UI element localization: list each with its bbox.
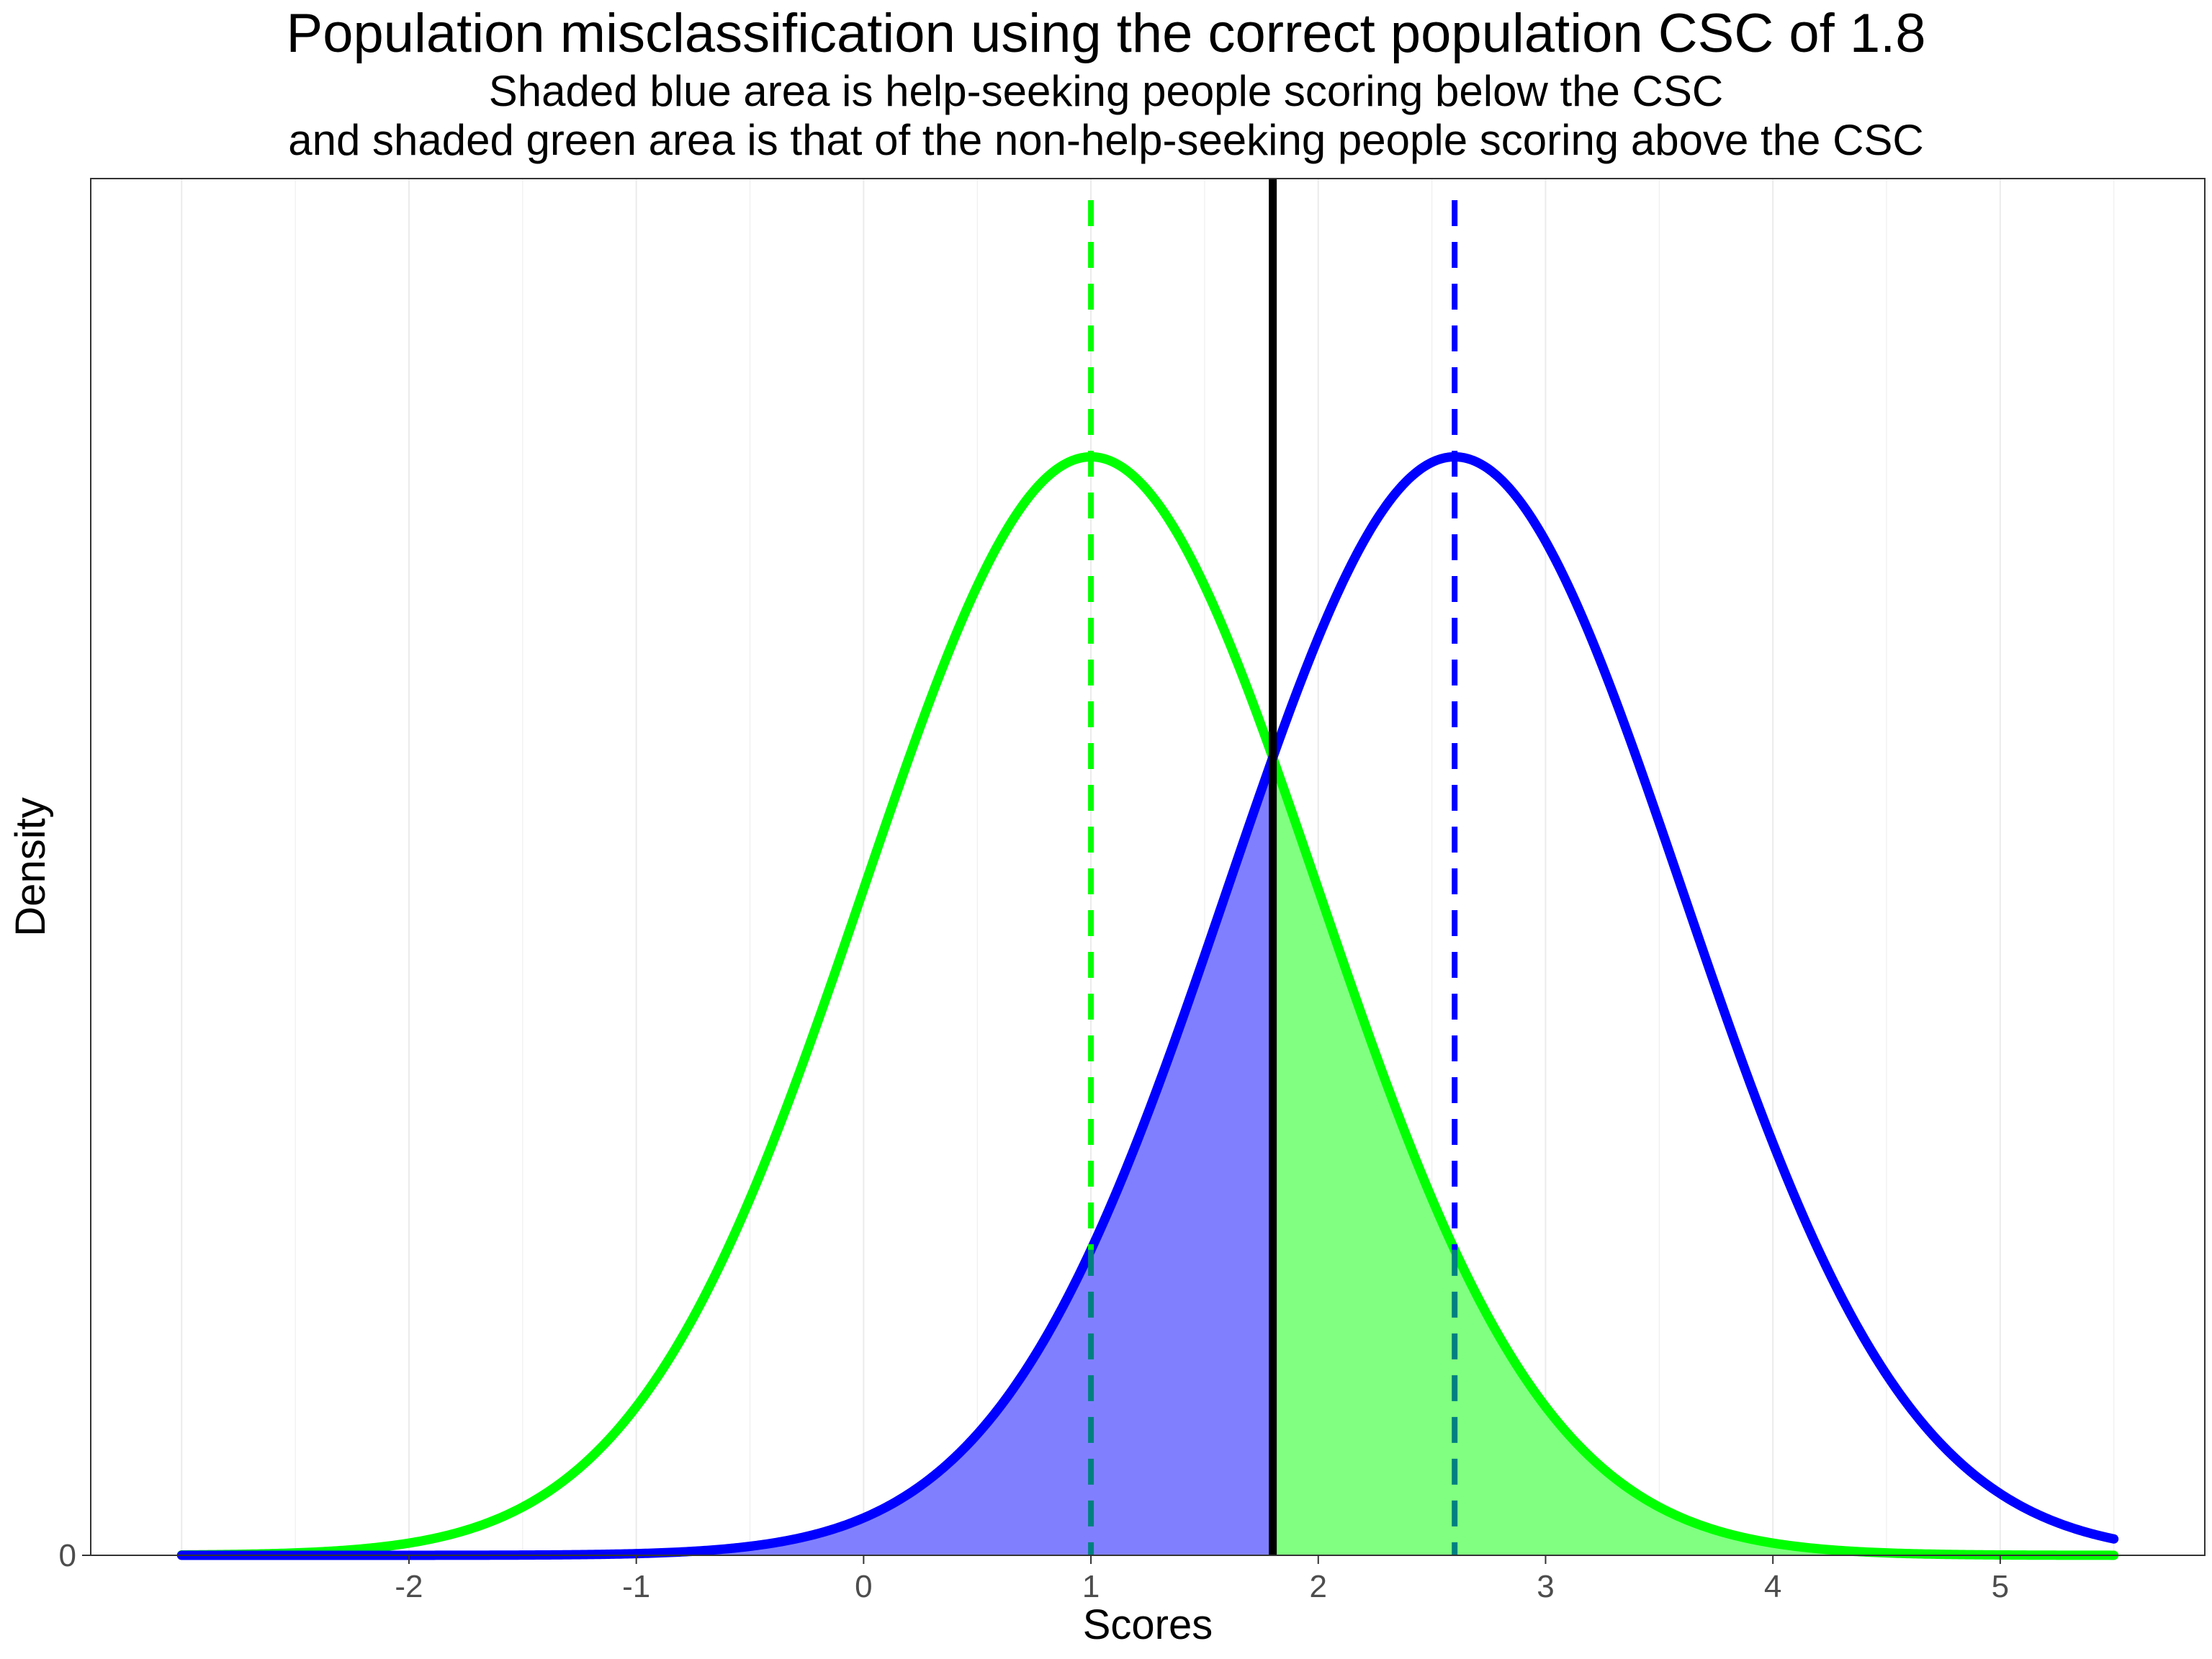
x-tick-label: 3 xyxy=(1537,1569,1554,1604)
chart-subtitle: Shaded blue area is help-seeking people … xyxy=(488,67,1724,115)
x-tick-label: 1 xyxy=(1082,1569,1100,1604)
x-tick-label: 2 xyxy=(1310,1569,1327,1604)
reference-lines xyxy=(1088,179,1458,1555)
y-tick-label: 0 xyxy=(59,1538,76,1573)
axes: -2 -1 0 1 2 3 4 5 0 xyxy=(59,1538,2010,1604)
chart-title: Population misclassification using the c… xyxy=(286,3,1926,64)
y-axis-title: Density xyxy=(7,797,54,936)
x-tick-label: 4 xyxy=(1764,1569,1781,1604)
x-axis-title: Scores xyxy=(1083,1601,1213,1648)
x-tick-label: 0 xyxy=(855,1569,872,1604)
shaded-area-series-1 xyxy=(1272,757,2114,1555)
plot-panel-border xyxy=(90,178,2206,1556)
x-tick-label: -2 xyxy=(395,1569,423,1604)
x-tick-label: -1 xyxy=(622,1569,650,1604)
shaded-areas xyxy=(181,757,2114,1555)
x-tick-label: 5 xyxy=(1992,1569,2009,1604)
chart-subtitle-line-2: and shaded green area is that of the non… xyxy=(288,116,1924,164)
shaded-area-series-2 xyxy=(181,757,1273,1555)
density-curve-series-1 xyxy=(176,451,2119,1560)
